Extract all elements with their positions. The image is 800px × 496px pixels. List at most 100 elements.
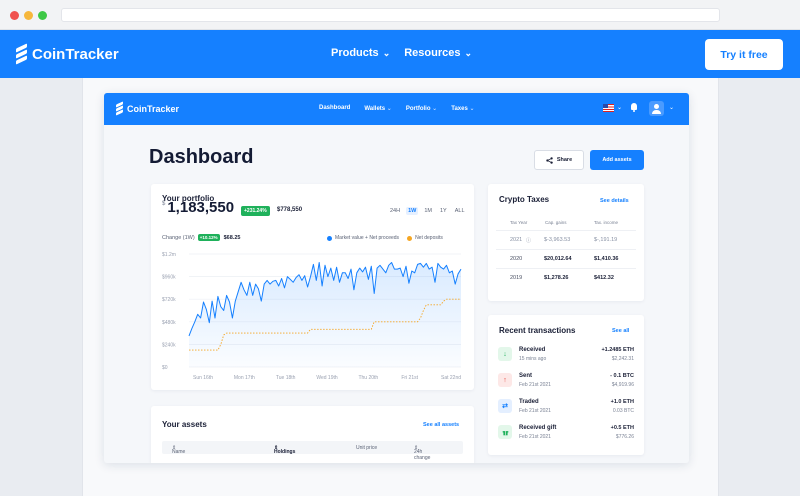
column-holdings[interactable]: Holdings ⇕ — [274, 445, 296, 455]
x-tick-label: Mon 17th — [234, 375, 255, 381]
transactions-title: Recent transactions — [499, 326, 576, 335]
x-tick-label: Thu 20th — [358, 375, 378, 381]
change-amount: $68.25 — [223, 234, 241, 241]
transaction-item[interactable]: Received gift Feb 21st 2021 +0.5 ETH $77… — [498, 422, 638, 446]
x-tick-label: Sat 22nd — [441, 375, 461, 381]
y-tick-label: $0 — [162, 365, 168, 371]
site-brand-name: CoinTracker — [32, 45, 119, 63]
app-nav-wallets[interactable]: Wallets ⌄ — [364, 106, 392, 112]
site-nav-links: Products ⌄ Resources ⌄ — [331, 47, 472, 59]
share-icon — [546, 156, 553, 164]
cointracker-logo-icon — [16, 43, 27, 65]
your-assets-card: Your assets See all assets Name ⇕ Holdin… — [151, 406, 474, 463]
change-summary: Change (1W) +10.12% $68.25 — [162, 234, 240, 241]
arrow-up-icon: ↑ — [498, 373, 512, 387]
change-label: Change (1W) — [162, 234, 195, 241]
info-icon: ⓘ — [526, 238, 532, 244]
app-header: CoinTracker Dashboard Wallets ⌄ Portfoli… — [104, 93, 689, 125]
y-tick-label: $480k — [162, 320, 176, 326]
see-all-transactions-link[interactable]: See all — [612, 328, 630, 334]
portfolio-value-number: 1,183,550 — [167, 199, 235, 216]
app-logo[interactable]: CoinTracker — [116, 101, 180, 116]
nav-resources[interactable]: Resources ⌄ — [404, 47, 473, 59]
cointracker-logo-icon — [116, 101, 123, 116]
swap-icon: ⇄ — [498, 399, 512, 413]
maximize-window-dot[interactable] — [38, 11, 47, 20]
app-window: CoinTracker Dashboard Wallets ⌄ Portfoli… — [104, 93, 689, 463]
legend-item-market: Market value + Net proceeds — [327, 235, 399, 241]
see-details-link[interactable]: See details — [600, 198, 629, 204]
minimize-window-dot[interactable] — [24, 11, 33, 20]
try-it-free-button[interactable]: Try it free — [705, 39, 783, 70]
x-tick-label: Wed 19th — [316, 375, 338, 381]
y-tick-label: $720k — [162, 297, 176, 303]
x-tick-label: Fri 21st — [401, 375, 418, 381]
site-header: CoinTracker Products ⌄ Resources ⌄ Try it … — [0, 30, 800, 78]
chevron-down-icon: ⌄ — [464, 48, 473, 58]
close-window-dot[interactable] — [10, 11, 19, 20]
range-all[interactable]: ALL — [454, 208, 465, 214]
x-tick-label: Sun 16th — [193, 375, 213, 381]
tax-header-income: Tax. income — [594, 220, 619, 225]
gain-amount: $778,550 — [277, 207, 303, 213]
avatar[interactable] — [649, 101, 664, 116]
x-tick-label: Tue 18th — [276, 375, 296, 381]
nav-products[interactable]: Products ⌄ — [331, 47, 391, 59]
column-unit-price[interactable]: Unit price — [356, 445, 378, 451]
app-brand-name: CoinTracker — [127, 103, 180, 114]
share-button[interactable]: Share — [534, 150, 584, 170]
tax-row[interactable]: 2019 $1,278.26 $412.32 — [496, 268, 636, 287]
tax-header-year: Tax Year — [510, 220, 528, 225]
y-tick-label: $1.2m — [162, 252, 176, 258]
browser-toolbar — [0, 0, 800, 30]
chevron-down-icon[interactable]: ⌄ — [617, 105, 623, 111]
app-nav-taxes[interactable]: Taxes ⌄ — [451, 106, 475, 112]
gain-percent-badge: +231.24% — [241, 206, 270, 216]
y-tick-label: $960k — [162, 275, 176, 281]
portfolio-card: Your portfolio $ 1,183,550 +231.24% $778… — [151, 184, 474, 390]
assets-table-header: Name ⇕ Holdings ⇕ Unit price 24h change … — [162, 441, 463, 461]
assets-title: Your assets — [162, 420, 207, 429]
taxes-title: Crypto Taxes — [499, 195, 550, 204]
tax-row[interactable]: 2021 ⓘ $-3,963.53 $-,191.19 — [496, 230, 636, 249]
app-nav-portfolio[interactable]: Portfolio ⌄ — [405, 106, 438, 112]
bell-icon[interactable] — [630, 103, 638, 112]
legend-item-deposits: Net deposits — [407, 235, 443, 241]
portfolio-value: $ 1,183,550 — [162, 199, 234, 216]
transaction-item[interactable]: ↓ Received 15 mins ago +1.2485 ETH $2,24… — [498, 344, 638, 368]
add-assets-button[interactable]: Add assets — [590, 150, 644, 170]
column-24h-change[interactable]: 24h change ⇕ — [414, 445, 431, 461]
range-1w[interactable]: 1W — [406, 207, 419, 215]
gift-icon — [498, 425, 512, 439]
app-nav-dashboard[interactable]: Dashboard — [319, 105, 351, 111]
range-1y[interactable]: 1Y — [439, 208, 447, 214]
site-logo[interactable]: CoinTracker — [16, 43, 119, 65]
page-title: Dashboard — [149, 146, 254, 168]
portfolio-title: Your portfolio — [162, 194, 215, 203]
recent-transactions-card: Recent transactions See all ↓ Received 1… — [488, 315, 644, 455]
transaction-item[interactable]: ↑ Sent Feb 21st 2021 - 0.1 BTC $4,919.96 — [498, 370, 638, 394]
chart-legend: Market value + Net proceeds Net deposits — [327, 235, 443, 241]
portfolio-chart: $0 $240k $480k $720k $960k $1.2m Sun 16th Mon 1… — [162, 252, 462, 381]
column-name[interactable]: Name ⇕ — [172, 445, 186, 455]
crypto-taxes-card: Crypto Taxes See details Tax Year Cap. g… — [488, 184, 644, 301]
us-flag-icon[interactable] — [603, 104, 614, 112]
app-nav-links: Dashboard Wallets ⌄ Portfolio ⌄ Taxes ⌄ — [319, 105, 475, 112]
chevron-down-icon[interactable]: ⌄ — [669, 105, 675, 111]
change-percent-badge: +10.12% — [197, 234, 220, 241]
range-1m[interactable]: 1M — [424, 208, 432, 214]
market-value-line — [188, 262, 462, 337]
share-label: Share — [556, 157, 573, 163]
market-value-area — [189, 262, 461, 367]
transaction-item[interactable]: ⇄ Traded Feb 21st 2021 +1.0 ETH 0.03 BTC — [498, 396, 638, 420]
arrow-down-icon: ↓ — [498, 347, 512, 361]
time-range-selector: 24H 1W 1M 1Y ALL — [388, 207, 467, 215]
tax-header-gains: Cap. gains — [545, 220, 567, 225]
chevron-down-icon: ⌄ — [382, 48, 391, 58]
address-bar[interactable] — [61, 8, 720, 22]
tax-row[interactable]: 2020 $20,012.64 $1,410.36 — [496, 249, 636, 268]
range-24h[interactable]: 24H — [390, 208, 401, 214]
currency-symbol: $ — [162, 201, 166, 207]
see-all-assets-link[interactable]: See all assets — [423, 422, 460, 428]
y-tick-label: $240k — [162, 342, 176, 348]
